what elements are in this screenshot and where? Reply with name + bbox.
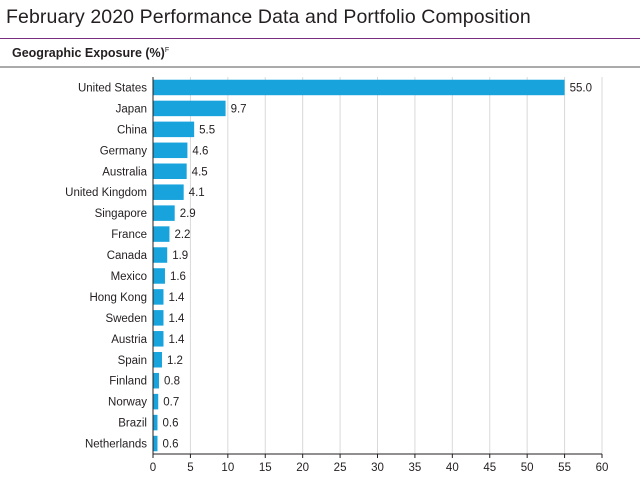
value-label: 55.0 — [570, 82, 592, 94]
x-tick-label: 30 — [371, 462, 384, 474]
x-tick-label: 5 — [187, 462, 193, 474]
category-label: United States — [78, 82, 147, 94]
value-label: 2.9 — [180, 208, 196, 220]
x-tick-label: 20 — [296, 462, 309, 474]
section-label-text: Geographic Exposure (%) — [12, 46, 165, 60]
bar-2 — [153, 121, 195, 138]
bar-1 — [153, 100, 226, 117]
x-tick-label: 55 — [558, 462, 571, 474]
bar-11 — [153, 310, 164, 326]
bar-5 — [153, 184, 184, 200]
x-tick-label: 40 — [446, 462, 459, 474]
value-label: 5.5 — [199, 124, 215, 136]
bar-8 — [153, 247, 168, 263]
bar-4 — [153, 163, 187, 179]
x-tick-label: 60 — [596, 462, 609, 474]
value-label: 0.7 — [163, 397, 179, 409]
x-tick-label: 35 — [409, 462, 422, 474]
footnote-marker: F — [164, 46, 170, 54]
bar-12 — [153, 331, 164, 347]
category-label: Germany — [100, 145, 148, 157]
x-tick-label: 25 — [334, 462, 347, 474]
bar-6 — [153, 205, 175, 221]
value-label: 0.8 — [164, 376, 180, 388]
category-label: Mexico — [111, 271, 147, 283]
category-label: Canada — [107, 250, 148, 262]
bar-17 — [153, 435, 158, 452]
bar-13 — [153, 352, 162, 368]
value-label: 1.9 — [172, 250, 188, 262]
bar-3 — [153, 142, 188, 159]
section-label: Geographic Exposure (%)F — [12, 46, 169, 60]
category-label: China — [117, 124, 148, 136]
category-label: Brazil — [118, 418, 147, 430]
category-label: Sweden — [105, 313, 147, 325]
bar-10 — [153, 289, 164, 305]
value-label: 1.6 — [170, 271, 186, 283]
value-label: 1.4 — [168, 334, 185, 346]
x-tick-label: 50 — [521, 462, 534, 474]
x-tick-label: 15 — [259, 462, 272, 474]
value-label: 4.5 — [192, 166, 208, 178]
value-label: 9.7 — [231, 103, 247, 115]
category-label: Hong Kong — [89, 292, 147, 304]
category-label: Austria — [111, 334, 147, 346]
category-label: Norway — [108, 397, 147, 409]
category-label: United Kingdom — [65, 187, 147, 199]
value-label: 4.1 — [189, 187, 205, 199]
category-label: Australia — [102, 166, 147, 178]
x-tick-label: 0 — [150, 462, 156, 474]
category-label: Spain — [118, 355, 147, 367]
x-tick-label: 10 — [221, 462, 234, 474]
page-title: February 2020 Performance Data and Portf… — [6, 6, 531, 28]
bar-0 — [153, 79, 565, 96]
x-tick-label: 45 — [483, 462, 496, 474]
title-divider — [0, 38, 640, 39]
bar-16 — [153, 414, 158, 431]
value-label: 1.4 — [168, 313, 185, 325]
category-label: Japan — [116, 103, 147, 115]
category-label: France — [111, 229, 147, 241]
value-label: 1.2 — [167, 355, 183, 367]
category-label: Singapore — [95, 208, 147, 220]
bar-7 — [153, 226, 170, 242]
value-label: 1.4 — [168, 292, 185, 304]
value-label: 4.6 — [192, 145, 208, 157]
category-label: Netherlands — [85, 439, 147, 451]
bar-9 — [153, 268, 165, 284]
category-label: Finland — [109, 376, 147, 388]
bar-14 — [153, 372, 159, 389]
bar-15 — [153, 393, 159, 410]
value-label: 2.2 — [174, 229, 190, 241]
value-label: 0.6 — [162, 418, 178, 430]
value-label: 0.6 — [162, 439, 178, 451]
